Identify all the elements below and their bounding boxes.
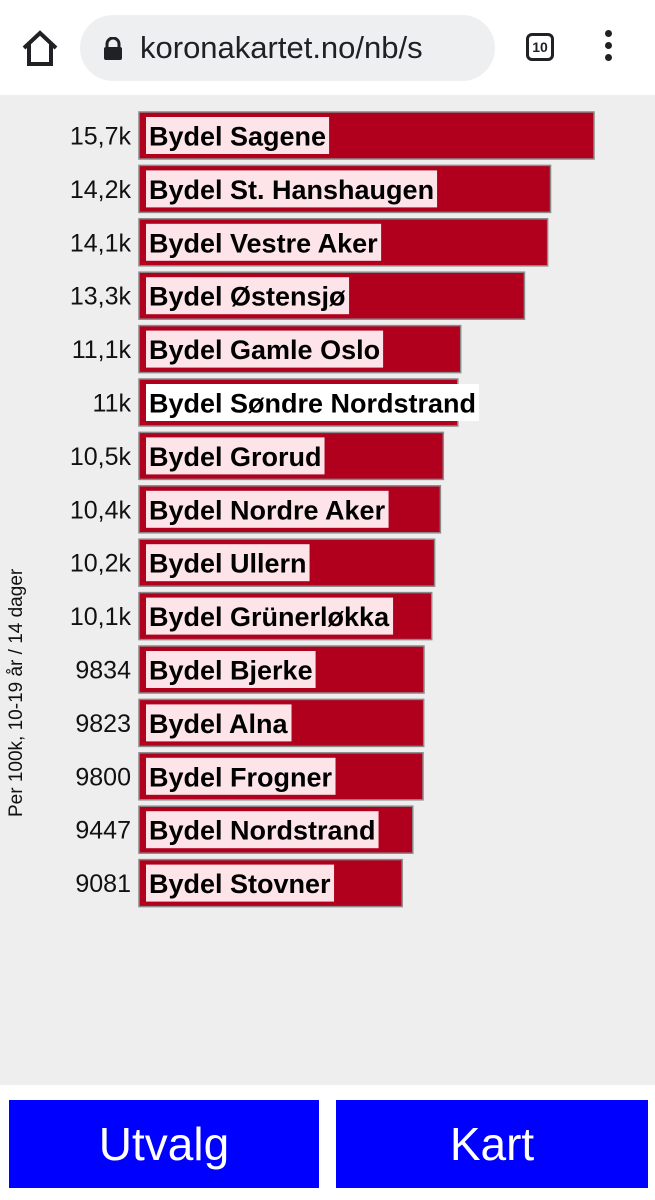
category-label: Bydel Søndre Nordstrand [149, 389, 476, 419]
y-axis-label: Per 100k, 10-19 år / 14 dager [6, 568, 27, 817]
value-label: 9834 [75, 657, 131, 685]
home-icon[interactable] [18, 28, 62, 68]
category-label: Bydel Grorud [149, 442, 322, 472]
value-label: 14,2k [70, 176, 132, 204]
category-label-background [146, 117, 330, 154]
bottom-bar: Utvalg Kart [0, 1085, 655, 1200]
category-label: Bydel Stovner [149, 869, 331, 899]
utvalg-button[interactable]: Utvalg [9, 1100, 319, 1188]
value-label: 9823 [75, 710, 131, 738]
value-label: 15,7k [70, 123, 132, 151]
category-label: Bydel St. Hanshaugen [149, 175, 434, 205]
category-label-background [146, 170, 438, 208]
category-label: Bydel Grünerløkka [149, 602, 390, 632]
category-label-background [146, 490, 389, 528]
value-label: 10,4k [70, 496, 132, 524]
category-label-background [146, 277, 350, 315]
category-label-background [146, 651, 316, 688]
category-label-background [146, 223, 382, 261]
category-label: Bydel Frogner [149, 762, 333, 792]
category-label: Bydel Nordstrand [149, 816, 376, 846]
lock-icon [102, 36, 124, 61]
kart-button[interactable]: Kart [336, 1100, 648, 1188]
category-label: Bydel Østensjø [149, 282, 346, 312]
category-label: Bydel Sagene [149, 122, 326, 152]
category-label-background [146, 384, 480, 421]
value-label: 10,5k [70, 443, 132, 471]
url-text: koronakartet.no/nb/s [140, 30, 423, 65]
browser-toolbar: koronakartet.no/nb/s 10 [0, 0, 655, 95]
value-label: 9447 [75, 817, 131, 845]
category-label-background [146, 704, 292, 742]
value-label: 13,3k [70, 283, 132, 311]
value-label: 14,1k [70, 229, 132, 257]
category-label-background [146, 757, 336, 795]
chart-area: 15,7k Bydel Sagene 14,2k Bydel St. Hanshaug… [0, 95, 655, 1085]
category-label: Bydel Nordre Aker [149, 495, 386, 525]
value-label: 9081 [75, 870, 131, 898]
tab-switcher-button[interactable]: 10 [526, 33, 554, 61]
category-label-background [146, 811, 379, 849]
category-label-background [146, 437, 325, 475]
category-label-background [146, 330, 384, 368]
value-label: 9800 [75, 763, 131, 791]
value-label: 10,2k [70, 550, 132, 578]
value-label: 11,1k [72, 336, 132, 364]
category-label: Bydel Bjerke [149, 656, 313, 686]
category-label: Bydel Gamle Oslo [149, 335, 380, 365]
category-label: Bydel Alna [149, 709, 289, 739]
category-label: Bydel Ullern [149, 549, 307, 579]
value-label: 10,1k [70, 603, 132, 631]
bar-chart: 15,7k Bydel Sagene 14,2k Bydel St. Hanshaug… [70, 111, 595, 908]
category-label-background [146, 864, 335, 902]
category-label-background [146, 597, 394, 635]
overflow-menu-icon[interactable] [598, 30, 618, 66]
category-label: Bydel Vestre Aker [149, 228, 378, 258]
address-bar[interactable]: koronakartet.no/nb/s [80, 15, 495, 81]
category-label-background [146, 544, 310, 582]
value-label: 11k [93, 390, 132, 418]
